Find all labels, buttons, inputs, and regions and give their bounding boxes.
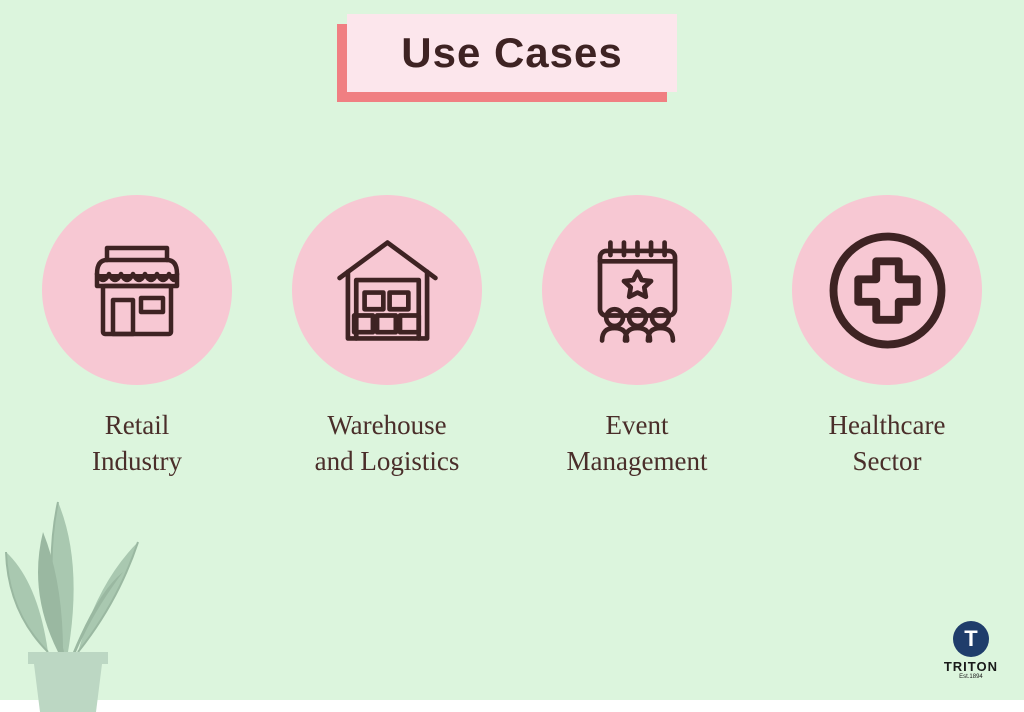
card-label: EventManagement: [567, 407, 708, 480]
page-title: Use Cases: [401, 29, 622, 77]
card-warehouse: Warehouseand Logistics: [282, 195, 492, 480]
title-box: Use Cases: [347, 14, 677, 92]
card-circle: [42, 195, 232, 385]
card-circle: [542, 195, 732, 385]
card-circle: [292, 195, 482, 385]
card-event: EventManagement: [532, 195, 742, 480]
event-icon: [575, 228, 700, 353]
plant-decoration: [0, 452, 188, 712]
brand-logo: T TRITON Est.1894: [944, 621, 998, 680]
healthcare-icon: [820, 223, 955, 358]
logo-mark: T: [953, 621, 989, 657]
card-retail: RetailIndustry: [32, 195, 242, 480]
card-circle: [792, 195, 982, 385]
logo-name: TRITON: [944, 659, 998, 674]
store-icon: [77, 230, 197, 350]
cards-row: RetailIndustry Warehouseand Logistics: [0, 195, 1024, 480]
warehouse-icon: [325, 228, 450, 353]
card-label: Warehouseand Logistics: [315, 407, 460, 480]
logo-sub: Est.1894: [959, 674, 983, 680]
title-container: Use Cases: [347, 14, 677, 92]
card-healthcare: HealthcareSector: [782, 195, 992, 480]
card-label: HealthcareSector: [829, 407, 946, 480]
